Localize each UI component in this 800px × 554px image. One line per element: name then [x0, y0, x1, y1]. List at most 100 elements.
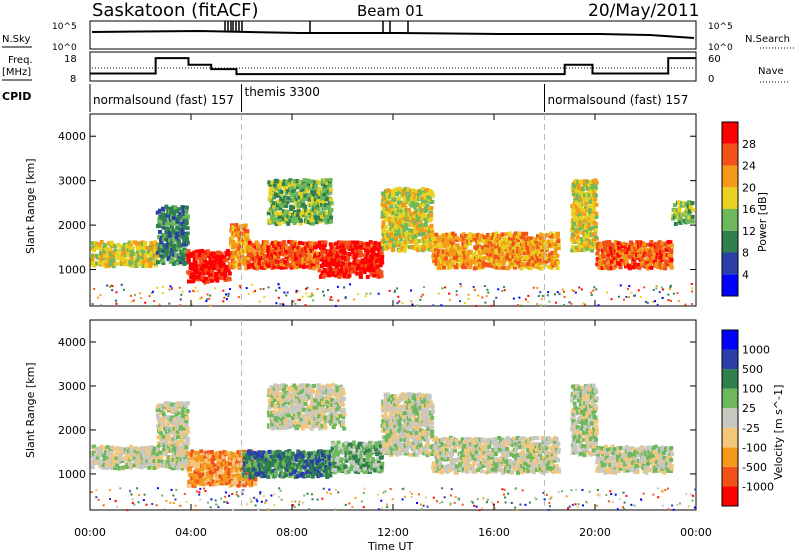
noise-cell — [195, 490, 198, 493]
data-cell — [634, 256, 639, 261]
data-cell — [237, 257, 242, 262]
noise-cell — [605, 493, 608, 496]
data-cell — [163, 236, 168, 241]
data-cell — [449, 254, 454, 259]
data-cell — [136, 246, 141, 251]
data-cell — [406, 239, 411, 244]
data-cell — [297, 195, 302, 200]
data-cell — [521, 258, 526, 263]
data-cell — [267, 218, 272, 223]
data-cell — [446, 262, 451, 267]
data-cell — [515, 234, 520, 239]
data-cell — [105, 445, 110, 450]
data-cell — [274, 453, 279, 458]
data-cell — [322, 188, 327, 193]
data-cell — [382, 235, 387, 240]
noise-cell — [609, 490, 612, 493]
data-cell — [578, 215, 583, 220]
data-cell — [440, 253, 445, 258]
data-cell — [284, 472, 289, 477]
data-cell — [158, 427, 163, 432]
data-cell — [409, 216, 414, 221]
noise-cell — [337, 491, 340, 494]
data-cell — [371, 268, 376, 273]
data-cell — [286, 221, 291, 226]
data-cell — [402, 198, 407, 203]
noise-cell — [501, 488, 504, 491]
data-cell — [655, 255, 660, 260]
data-cell — [463, 239, 468, 244]
data-cell — [636, 262, 641, 267]
noise-cell — [144, 301, 147, 304]
data-cell — [220, 268, 225, 273]
data-cell — [571, 210, 576, 215]
data-cell — [218, 263, 223, 268]
data-cell — [346, 257, 351, 262]
data-cell — [325, 211, 330, 216]
data-cell — [286, 458, 291, 463]
data-cell — [640, 260, 645, 265]
data-cell — [311, 216, 316, 221]
data-cell — [184, 218, 189, 223]
data-cell — [130, 450, 135, 455]
data-cell — [298, 203, 303, 208]
data-cell — [556, 246, 561, 251]
data-cell — [285, 469, 290, 474]
data-cell — [303, 182, 308, 187]
noise-cell — [309, 295, 312, 298]
data-cell — [244, 266, 249, 271]
data-cell — [284, 216, 289, 221]
data-cell — [289, 249, 294, 254]
data-cell — [409, 239, 414, 244]
data-cell — [320, 456, 325, 461]
data-cell — [313, 245, 318, 250]
data-cell — [363, 253, 368, 258]
data-cell — [339, 240, 344, 245]
data-cell — [237, 262, 242, 267]
data-cell — [207, 457, 212, 462]
data-cell — [201, 477, 206, 482]
data-cell — [306, 469, 311, 474]
data-cell — [431, 236, 436, 241]
data-cell — [550, 258, 555, 263]
data-cell — [318, 212, 323, 217]
data-cell — [287, 239, 292, 244]
data-cell — [455, 258, 460, 263]
data-cell — [388, 200, 393, 205]
data-cell — [498, 263, 503, 268]
data-cell — [290, 451, 295, 456]
data-cell — [290, 466, 295, 471]
data-cell — [146, 449, 151, 454]
noise-cell — [691, 290, 694, 293]
data-cell — [274, 200, 279, 205]
data-cell — [308, 244, 313, 249]
noise-cell — [161, 285, 164, 288]
noise-cell — [467, 298, 470, 301]
data-cell — [550, 250, 555, 255]
noise-cell — [401, 498, 404, 501]
data-cell — [124, 246, 129, 251]
noise-cell — [660, 286, 663, 289]
data-cell — [304, 208, 309, 213]
data-cell — [160, 440, 165, 445]
data-cell — [182, 426, 187, 431]
data-cell — [295, 185, 300, 190]
data-cell — [165, 226, 170, 231]
data-cell — [651, 246, 656, 251]
noise-cell — [148, 295, 151, 298]
power-cells — [90, 114, 695, 307]
data-cell — [266, 462, 271, 467]
data-cell — [232, 461, 237, 466]
data-cell — [298, 221, 303, 226]
noise-cell — [145, 503, 148, 506]
data-cell — [443, 244, 448, 249]
data-cell — [434, 232, 439, 237]
data-cell — [487, 256, 492, 261]
data-cell — [399, 188, 404, 193]
data-cell — [247, 265, 252, 270]
noise-cell — [528, 501, 531, 504]
data-cell — [92, 248, 97, 253]
data-cell — [186, 248, 191, 253]
data-cell — [299, 218, 304, 223]
data-cell — [325, 216, 330, 221]
